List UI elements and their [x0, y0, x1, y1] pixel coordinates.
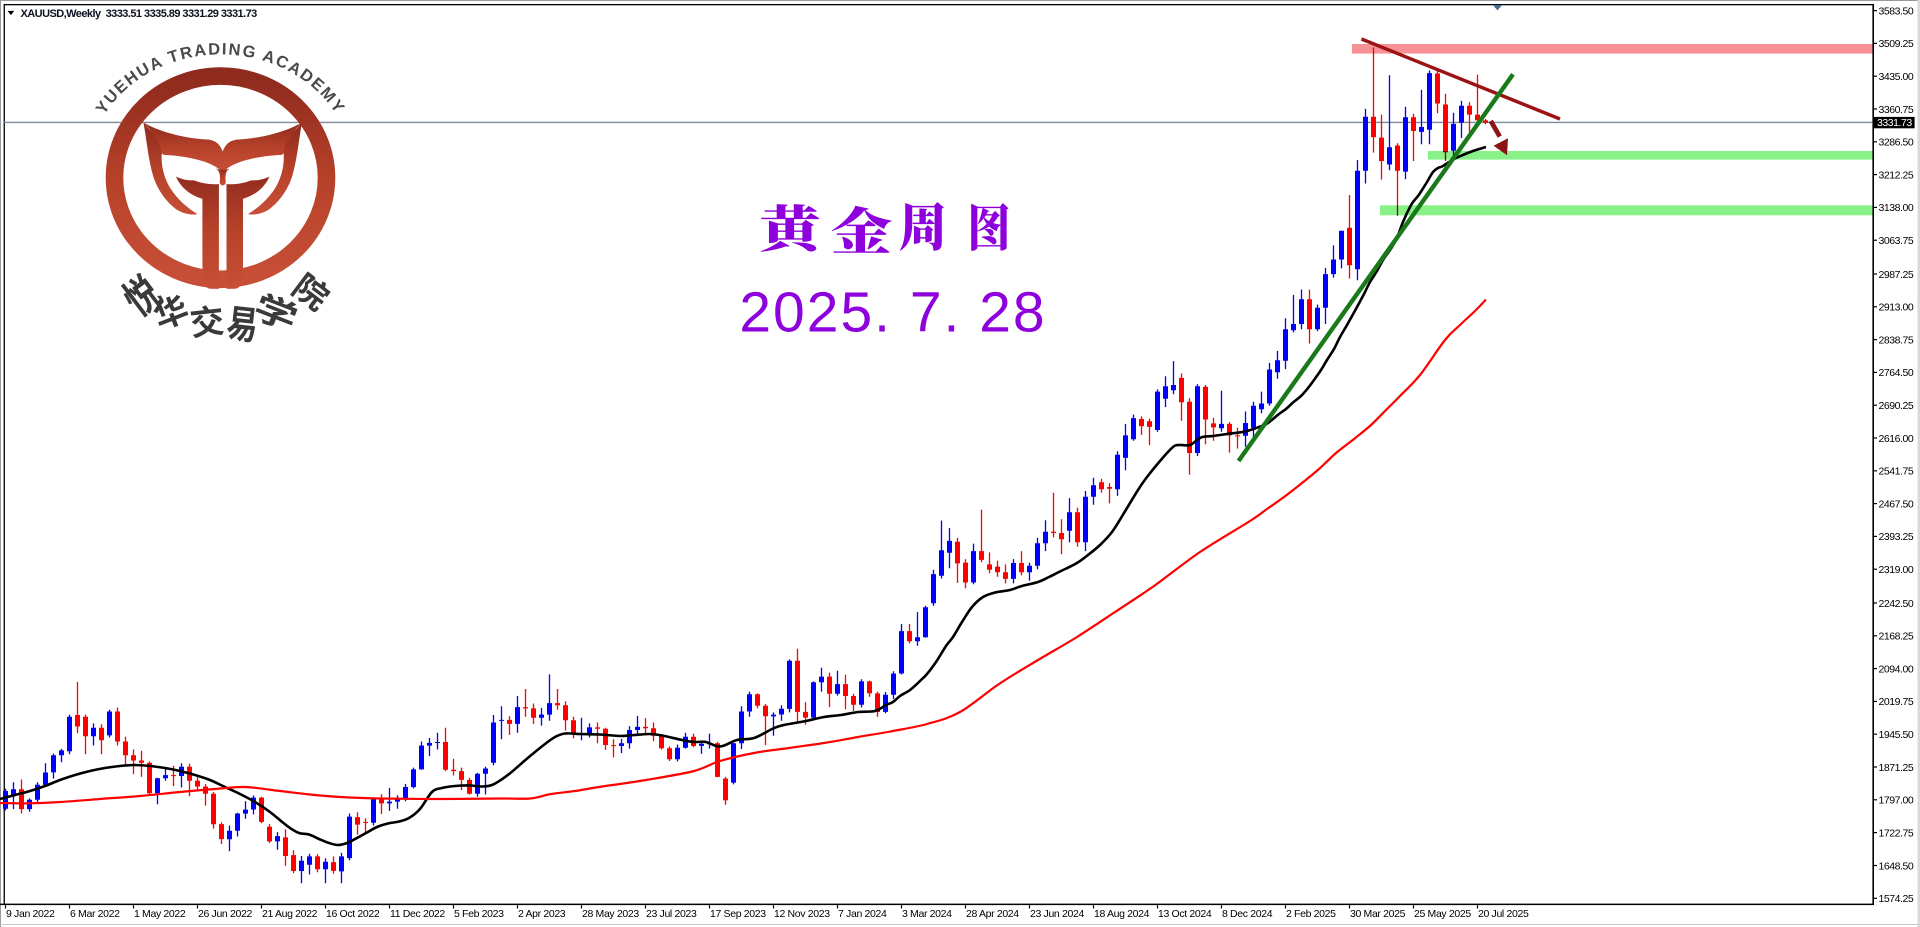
svg-text:28 Apr 2024: 28 Apr 2024 — [966, 908, 1019, 920]
svg-text:17 Sep 2023: 17 Sep 2023 — [710, 908, 766, 920]
svg-text:2168.25: 2168.25 — [1879, 631, 1914, 643]
svg-text:2094.00: 2094.00 — [1879, 663, 1914, 675]
svg-text:3583.50: 3583.50 — [1879, 5, 1914, 17]
svg-text:3063.75: 3063.75 — [1879, 235, 1914, 247]
svg-text:3138.00: 3138.00 — [1879, 202, 1914, 214]
svg-text:2541.75: 2541.75 — [1879, 466, 1914, 478]
svg-text:2 Feb 2025: 2 Feb 2025 — [1286, 908, 1336, 920]
svg-text:3331.73: 3331.73 — [1877, 117, 1912, 129]
svg-text:2467.50: 2467.50 — [1879, 498, 1914, 510]
svg-text:2393.25: 2393.25 — [1879, 531, 1914, 543]
svg-text:7 Jan 2024: 7 Jan 2024 — [838, 908, 887, 920]
svg-text:1574.25: 1574.25 — [1879, 893, 1914, 905]
svg-text:16 Oct 2022: 16 Oct 2022 — [326, 908, 380, 920]
svg-text:25 May 2025: 25 May 2025 — [1414, 908, 1471, 920]
svg-text:2019.75: 2019.75 — [1879, 696, 1914, 708]
svg-text:1871.25: 1871.25 — [1879, 762, 1914, 774]
svg-text:21 Aug 2022: 21 Aug 2022 — [262, 908, 318, 920]
svg-text:5 Feb 2023: 5 Feb 2023 — [454, 908, 504, 920]
svg-text:2616.00: 2616.00 — [1879, 433, 1914, 445]
svg-text:9 Jan 2022: 9 Jan 2022 — [6, 908, 55, 920]
svg-text:3 Mar 2024: 3 Mar 2024 — [902, 908, 952, 920]
svg-text:23 Jul 2023: 23 Jul 2023 — [646, 908, 697, 920]
svg-text:2987.25: 2987.25 — [1879, 269, 1914, 281]
svg-text:2690.25: 2690.25 — [1879, 400, 1914, 412]
svg-text:2319.00: 2319.00 — [1879, 564, 1914, 576]
svg-text:2913.00: 2913.00 — [1879, 302, 1914, 314]
svg-text:3286.50: 3286.50 — [1879, 137, 1914, 149]
svg-text:30 Mar 2025: 30 Mar 2025 — [1350, 908, 1406, 920]
svg-text:XAUUSD,Weekly 3333.51 3335.89: XAUUSD,Weekly 3333.51 3335.89 3331.29 33… — [21, 8, 258, 20]
svg-text:8 Dec 2024: 8 Dec 2024 — [1222, 908, 1273, 920]
svg-text:3212.25: 3212.25 — [1879, 169, 1914, 181]
svg-text:18 Aug 2024: 18 Aug 2024 — [1094, 908, 1150, 920]
svg-text:2242.50: 2242.50 — [1879, 598, 1914, 610]
svg-text:2764.50: 2764.50 — [1879, 367, 1914, 379]
svg-text:2838.75: 2838.75 — [1879, 334, 1914, 346]
svg-text:3360.75: 3360.75 — [1879, 104, 1914, 116]
svg-text:20 Jul 2025: 20 Jul 2025 — [1478, 908, 1529, 920]
svg-text:6 Mar 2022: 6 Mar 2022 — [70, 908, 120, 920]
svg-text:1945.50: 1945.50 — [1879, 729, 1914, 741]
svg-text:13 Oct 2024: 13 Oct 2024 — [1158, 908, 1212, 920]
svg-text:1648.50: 1648.50 — [1879, 860, 1914, 872]
svg-text:2 Apr 2023: 2 Apr 2023 — [518, 908, 566, 920]
svg-text:12 Nov 2023: 12 Nov 2023 — [774, 908, 830, 920]
svg-text:11 Dec 2022: 11 Dec 2022 — [390, 908, 445, 920]
svg-text:3435.00: 3435.00 — [1879, 71, 1914, 83]
svg-text:3509.25: 3509.25 — [1879, 38, 1914, 50]
svg-text:1722.75: 1722.75 — [1879, 827, 1914, 839]
svg-text:23 Jun 2024: 23 Jun 2024 — [1030, 908, 1084, 920]
svg-text:26 Jun 2022: 26 Jun 2022 — [198, 908, 252, 920]
svg-text:1 May 2022: 1 May 2022 — [134, 908, 186, 920]
svg-text:2025. 7. 28: 2025. 7. 28 — [739, 281, 1046, 345]
svg-text:28 May 2023: 28 May 2023 — [582, 908, 639, 920]
svg-text:1797.00: 1797.00 — [1879, 795, 1914, 807]
